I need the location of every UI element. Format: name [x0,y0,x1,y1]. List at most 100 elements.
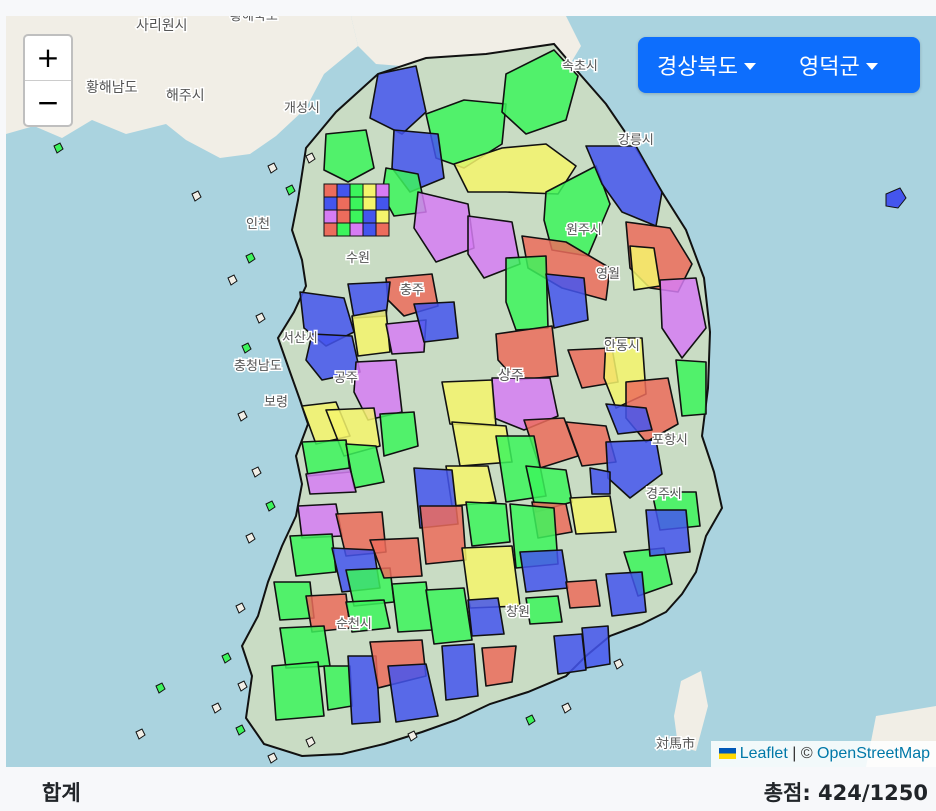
zoom-control: + − [23,34,73,127]
attribution-separator: | © [787,745,818,762]
region-blue-64 [605,571,647,617]
zoom-out-button[interactable]: − [25,80,71,125]
region-blue-77 [441,643,479,701]
region-green-67 [345,599,391,633]
seoul-district [362,209,377,224]
seoul-district [323,183,338,198]
region-green-71 [279,625,331,669]
region-green-35 [379,411,419,457]
ukraine-flag-icon [718,748,736,759]
region-blue-70 [467,597,505,637]
seoul-district [362,196,377,211]
seoul-district [349,183,364,198]
map-label: 수원 [346,251,370,266]
county-dropdown[interactable]: 영덕군 [779,37,919,93]
seoul-district [349,196,364,211]
map-label: 공주 [334,371,358,386]
map-label: 포항시 [652,433,688,448]
island [265,500,276,512]
map-label: 강릉시 [618,133,654,148]
map-label: 경주시 [646,487,682,502]
caret-down-icon [865,62,878,70]
zoom-in-button[interactable]: + [36,41,60,74]
osm-link[interactable]: OpenStreetMap [817,745,930,762]
seoul-district [375,196,390,211]
region-green-28 [675,359,707,417]
region-red-82 [565,579,601,609]
island [245,532,256,544]
island [221,652,232,664]
seoul-district [323,209,338,224]
region-yellow-3 [453,143,577,195]
region-blue-80 [581,625,611,669]
island [267,752,278,764]
map-label: 보령 [264,395,288,410]
region-blue-61 [519,549,569,593]
region-green-15 [505,255,549,331]
region-red-53 [419,505,467,565]
seoul-district [336,222,351,237]
map-label: 서산시 [282,331,318,346]
region-violet-51 [297,503,343,539]
map-label: 개성시 [284,101,320,116]
island [525,714,536,726]
island [235,724,246,736]
map-label: 상주 [498,368,524,384]
region-blue-76 [387,663,439,723]
region-violet-9 [413,191,475,263]
north-landmass [6,16,358,158]
island [235,602,246,614]
island [227,274,238,286]
map-label: 속초시 [562,59,598,74]
score-label: 총점: [763,781,811,805]
region-blue-47 [589,467,611,495]
seoul-district [362,222,377,237]
tsushima-island [674,671,708,751]
region-red-78 [481,645,517,687]
map-label: 인천 [246,217,270,232]
region-yellow-48 [569,495,617,535]
map-label: 순천시 [336,617,372,632]
seoul-district [336,196,351,211]
island [155,682,166,694]
map-label: 황해남도 [86,80,138,96]
island [191,190,202,202]
region-green-1 [501,49,579,135]
map-label: 안동시 [604,339,640,354]
leaflet-link[interactable]: Leaflet [739,745,788,762]
top-strip [0,0,936,16]
island [251,466,262,478]
region-yellow-20 [351,309,391,357]
map-label: 창원 [506,605,530,620]
region-red-66 [305,593,351,633]
region-blue-2 [369,65,427,135]
score-value: 424/1250 [818,781,928,805]
map-container[interactable]: 사리원시 황해남도 해주시 개성시 속초시 강릉시 인천 수원 원주시 영월 충주 서산시 안동시 충청남… [6,16,936,767]
total-label: 합계 [42,781,81,805]
region-yellow-13 [629,245,661,291]
region-violet-21 [385,319,427,355]
map-label: 황해북도 [230,16,278,24]
seoul-district [349,222,364,237]
region-selector: 경상북도 영덕군 [638,37,920,93]
island [241,342,252,354]
seoul-district [375,222,390,237]
region-blue-79 [553,633,587,675]
island [561,702,572,714]
region-blue-30 [605,403,653,435]
map-label: 충청남도 [234,359,282,374]
region-blue-22 [413,301,459,343]
region-violet-14 [659,277,707,359]
region-red-59 [369,537,423,579]
seoul-district [375,209,390,224]
island [255,312,266,324]
seoul-district [323,222,338,237]
footer-bar: 합계 총점: 424/1250 [0,767,936,811]
province-dropdown[interactable]: 경상북도 [638,37,779,93]
seoul-district [375,183,390,198]
island [267,162,278,174]
seoul-district [336,183,351,198]
seoul-district [362,183,377,198]
